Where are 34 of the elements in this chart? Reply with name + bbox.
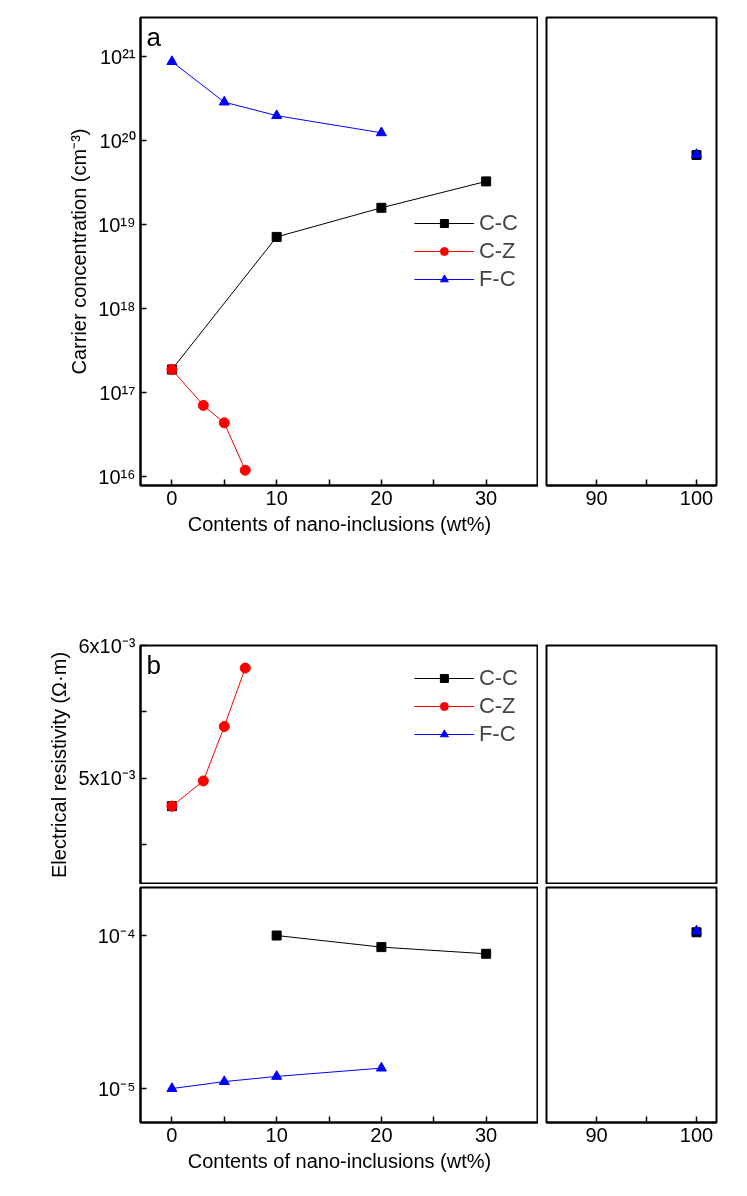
y-tick-label: 10²⁰ <box>99 129 136 152</box>
y-tick-label: 10⁻⁵ <box>97 1077 136 1100</box>
legend-label: C-C <box>478 665 518 691</box>
legend-label: F-C <box>478 266 516 292</box>
y-axis-title: Electrical resistivity (Ω·m) <box>48 651 71 879</box>
x-tick-label: 0 <box>166 486 178 509</box>
x-tick-label: 10 <box>265 486 288 509</box>
x-tick-label: 100 <box>679 1123 714 1146</box>
chart-title: b <box>146 649 161 680</box>
x-tick-label: 100 <box>679 486 714 509</box>
x-tick-label: 10 <box>265 1123 288 1146</box>
legend-label: C-C <box>478 210 518 236</box>
y-axis-title: Carrier concentration (cm⁻³) <box>68 128 91 375</box>
legend-label: C-Z <box>478 693 516 719</box>
y-tick-label: 10¹⁹ <box>98 213 136 236</box>
x-tick-label: 20 <box>370 486 393 509</box>
chart-title: a <box>146 21 162 52</box>
y-tick-label: 10²¹ <box>99 45 136 68</box>
x-axis-title: Contents of nano-inclusions (wt%) <box>187 1149 492 1172</box>
x-tick-label: 30 <box>475 1123 498 1146</box>
y-tick-label: 6x10⁻³ <box>78 634 136 657</box>
y-tick-label: 10⁻⁴ <box>97 924 136 947</box>
x-tick-label: 0 <box>166 1123 178 1146</box>
y-tick-label: 10¹⁷ <box>99 381 136 404</box>
legend-label: F-C <box>478 721 516 747</box>
legend-label: C-Z <box>478 238 516 264</box>
x-tick-label: 90 <box>585 486 608 509</box>
y-tick-label: 10¹⁸ <box>98 297 136 320</box>
x-tick-label: 30 <box>475 486 498 509</box>
x-tick-label: 20 <box>370 1123 393 1146</box>
x-axis-title: Contents of nano-inclusions (wt%) <box>187 512 492 535</box>
y-tick-label: 5x10⁻³ <box>78 767 136 790</box>
y-tick-label: 10¹⁶ <box>98 465 136 488</box>
x-tick-label: 90 <box>585 1123 608 1146</box>
